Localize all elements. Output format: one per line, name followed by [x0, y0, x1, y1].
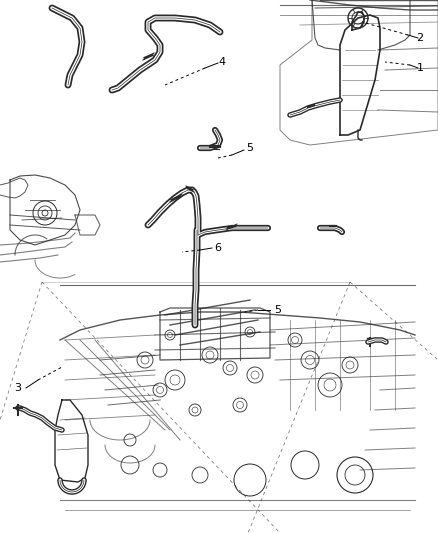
Text: 5: 5: [275, 305, 282, 315]
Text: 4: 4: [219, 57, 226, 67]
Text: 5: 5: [247, 143, 254, 153]
Text: 3: 3: [14, 383, 21, 393]
Text: 1: 1: [417, 63, 424, 73]
Text: 6: 6: [215, 243, 222, 253]
Text: 2: 2: [417, 33, 424, 43]
